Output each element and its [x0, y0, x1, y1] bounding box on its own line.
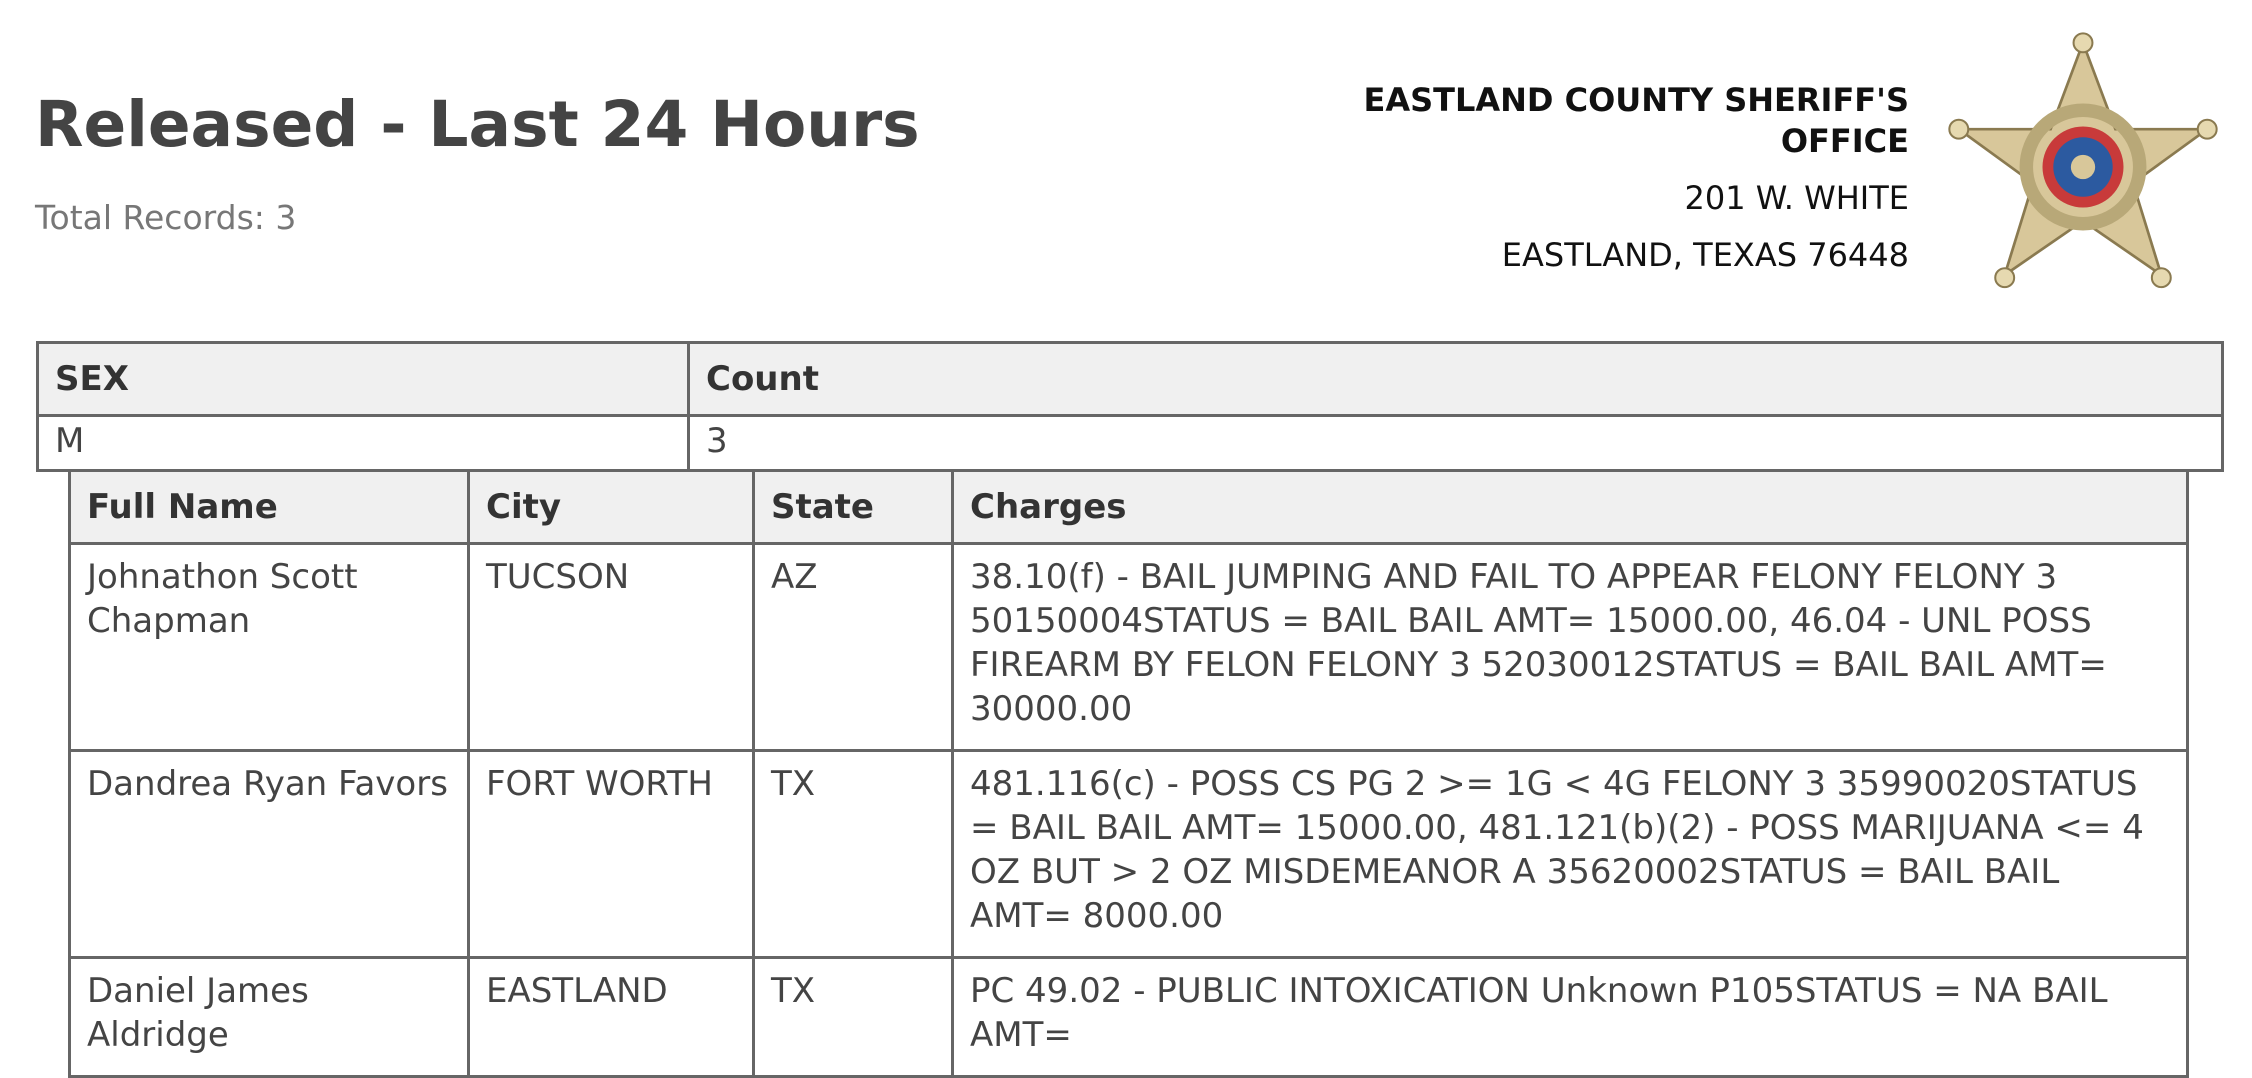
column-header-count: Count [687, 341, 2224, 417]
total-records: Total Records: 3 [35, 198, 297, 237]
agency-name: EASTLAND COUNTY SHERIFF'S OFFICE [1269, 80, 1909, 162]
agency-address: 201 W. WHITE EASTLAND, TEXAS 76448 [1269, 170, 1909, 284]
sex-summary-table: SEX Count M 3 [36, 341, 2224, 472]
page-title: Released - Last 24 Hours [35, 88, 920, 161]
address-line1: 201 W. WHITE [1684, 179, 1909, 217]
summary-row: M 3 [36, 414, 2224, 472]
state-cell: AZ [752, 542, 954, 752]
column-header-full-name: Full Name [68, 472, 470, 545]
sex-cell: M [36, 414, 690, 472]
agency-name-line2: OFFICE [1780, 122, 1909, 160]
address-line2: EASTLAND, TEXAS 76448 [1501, 236, 1909, 274]
column-header-city: City [467, 472, 755, 545]
count-cell: 3 [687, 414, 2224, 472]
city-cell: TUCSON [467, 542, 755, 752]
agency-name-line1: EASTLAND COUNTY SHERIFF'S [1363, 81, 1909, 119]
column-header-sex: SEX [36, 341, 690, 417]
state-cell: TX [752, 749, 954, 959]
column-header-charges: Charges [951, 472, 2189, 545]
summary-header-row: SEX Count [36, 341, 2224, 417]
column-header-state: State [752, 472, 954, 545]
sheriff-badge-icon [1948, 32, 2218, 289]
records-table: Full Name City State Charges Johnathon S… [68, 472, 2189, 1078]
table-row: Johnathon Scott Chapman TUCSON AZ 38.10(… [68, 542, 2189, 752]
charges-cell: PC 49.02 - PUBLIC INTOXICATION Unknown P… [951, 956, 2189, 1078]
table-row: Daniel James Aldridge EASTLAND TX PC 49.… [68, 956, 2189, 1078]
full-name-cell: Johnathon Scott Chapman [68, 542, 470, 752]
city-cell: EASTLAND [467, 956, 755, 1078]
records-header-row: Full Name City State Charges [68, 472, 2189, 545]
full-name-cell: Dandrea Ryan Favors [68, 749, 470, 959]
charges-cell: 481.116(c) - POSS CS PG 2 >= 1G < 4G FEL… [951, 749, 2189, 959]
agency-info: EASTLAND COUNTY SHERIFF'S OFFICE 201 W. W… [1269, 80, 1909, 284]
city-cell: FORT WORTH [467, 749, 755, 959]
charges-cell: 38.10(f) - BAIL JUMPING AND FAIL TO APPE… [951, 542, 2189, 752]
full-name-cell: Daniel James Aldridge [68, 956, 470, 1078]
table-row: Dandrea Ryan Favors FORT WORTH TX 481.11… [68, 749, 2189, 959]
state-cell: TX [752, 956, 954, 1078]
